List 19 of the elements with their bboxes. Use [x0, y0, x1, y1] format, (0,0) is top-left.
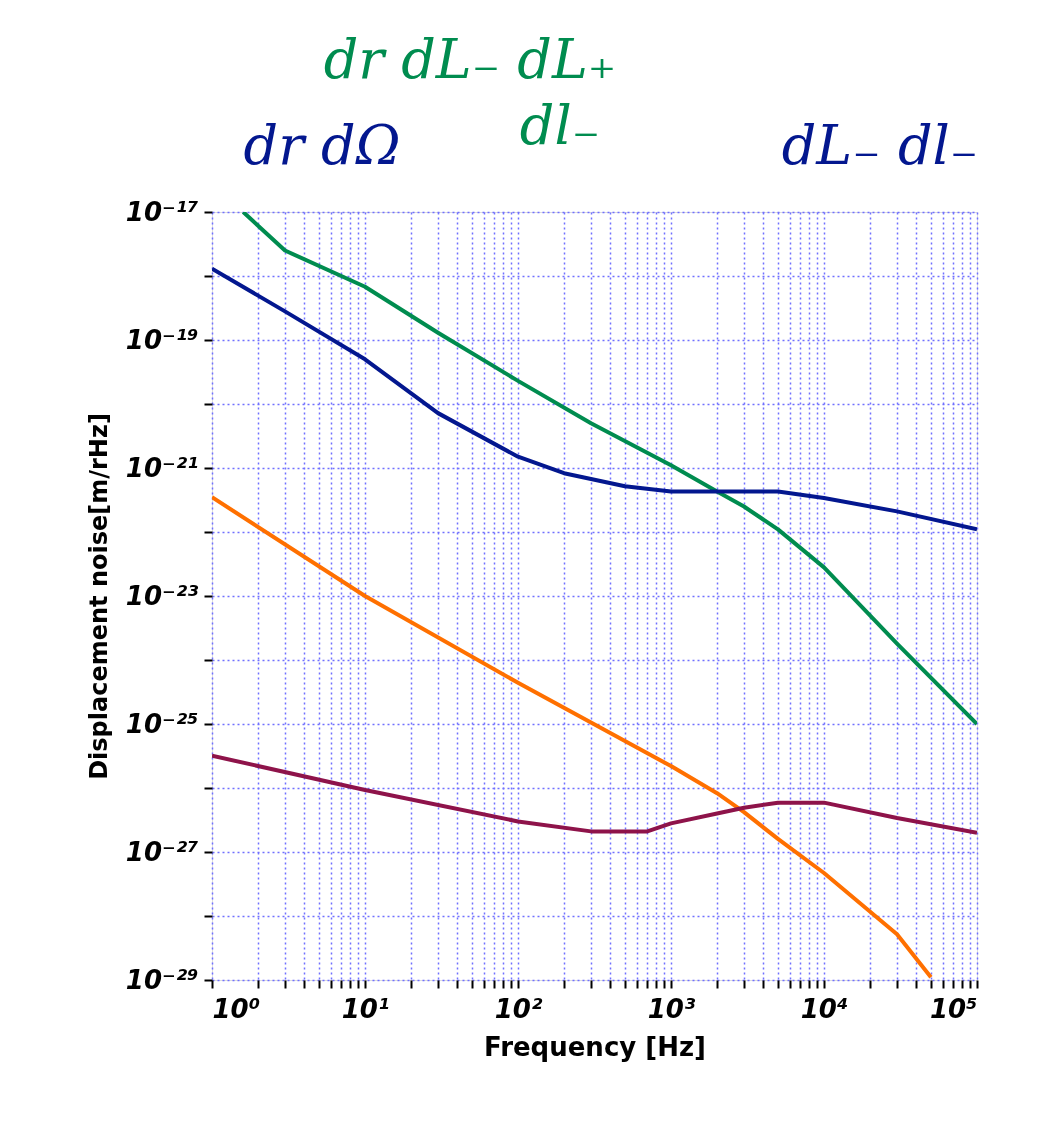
- y-tick-label: 10⁻¹⁷: [125, 196, 199, 227]
- x-tick-label: 10²: [494, 993, 543, 1024]
- x-tick-label: 10⁵: [929, 993, 978, 1024]
- y-tick-label: 10⁻²¹: [125, 452, 199, 483]
- x-tick-label: 10⁴: [800, 993, 849, 1024]
- y-tick-label: 10⁻²⁹: [125, 964, 199, 995]
- x-tick-label: 10³: [647, 993, 696, 1024]
- y-tick-label: 10⁻²⁷: [125, 836, 199, 867]
- y-tick-label: 10⁻²³: [125, 580, 200, 611]
- y-tick-label: 10⁻¹⁹: [125, 324, 199, 355]
- x-tick-label: 10⁰: [212, 993, 261, 1024]
- x-tick-label: 10¹: [341, 993, 390, 1024]
- y-tick-label: 10⁻²⁵: [125, 708, 199, 739]
- text: dl₋: [519, 94, 601, 157]
- text: dr dΩ: [243, 114, 401, 177]
- text: dL₋ dl₋: [781, 114, 979, 177]
- text: dr dL₋ dL₊: [323, 28, 617, 91]
- x-axis-title: Frequency [Hz]: [484, 1031, 706, 1062]
- y-axis-title: Displacement noise[m/rHz]: [84, 413, 113, 780]
